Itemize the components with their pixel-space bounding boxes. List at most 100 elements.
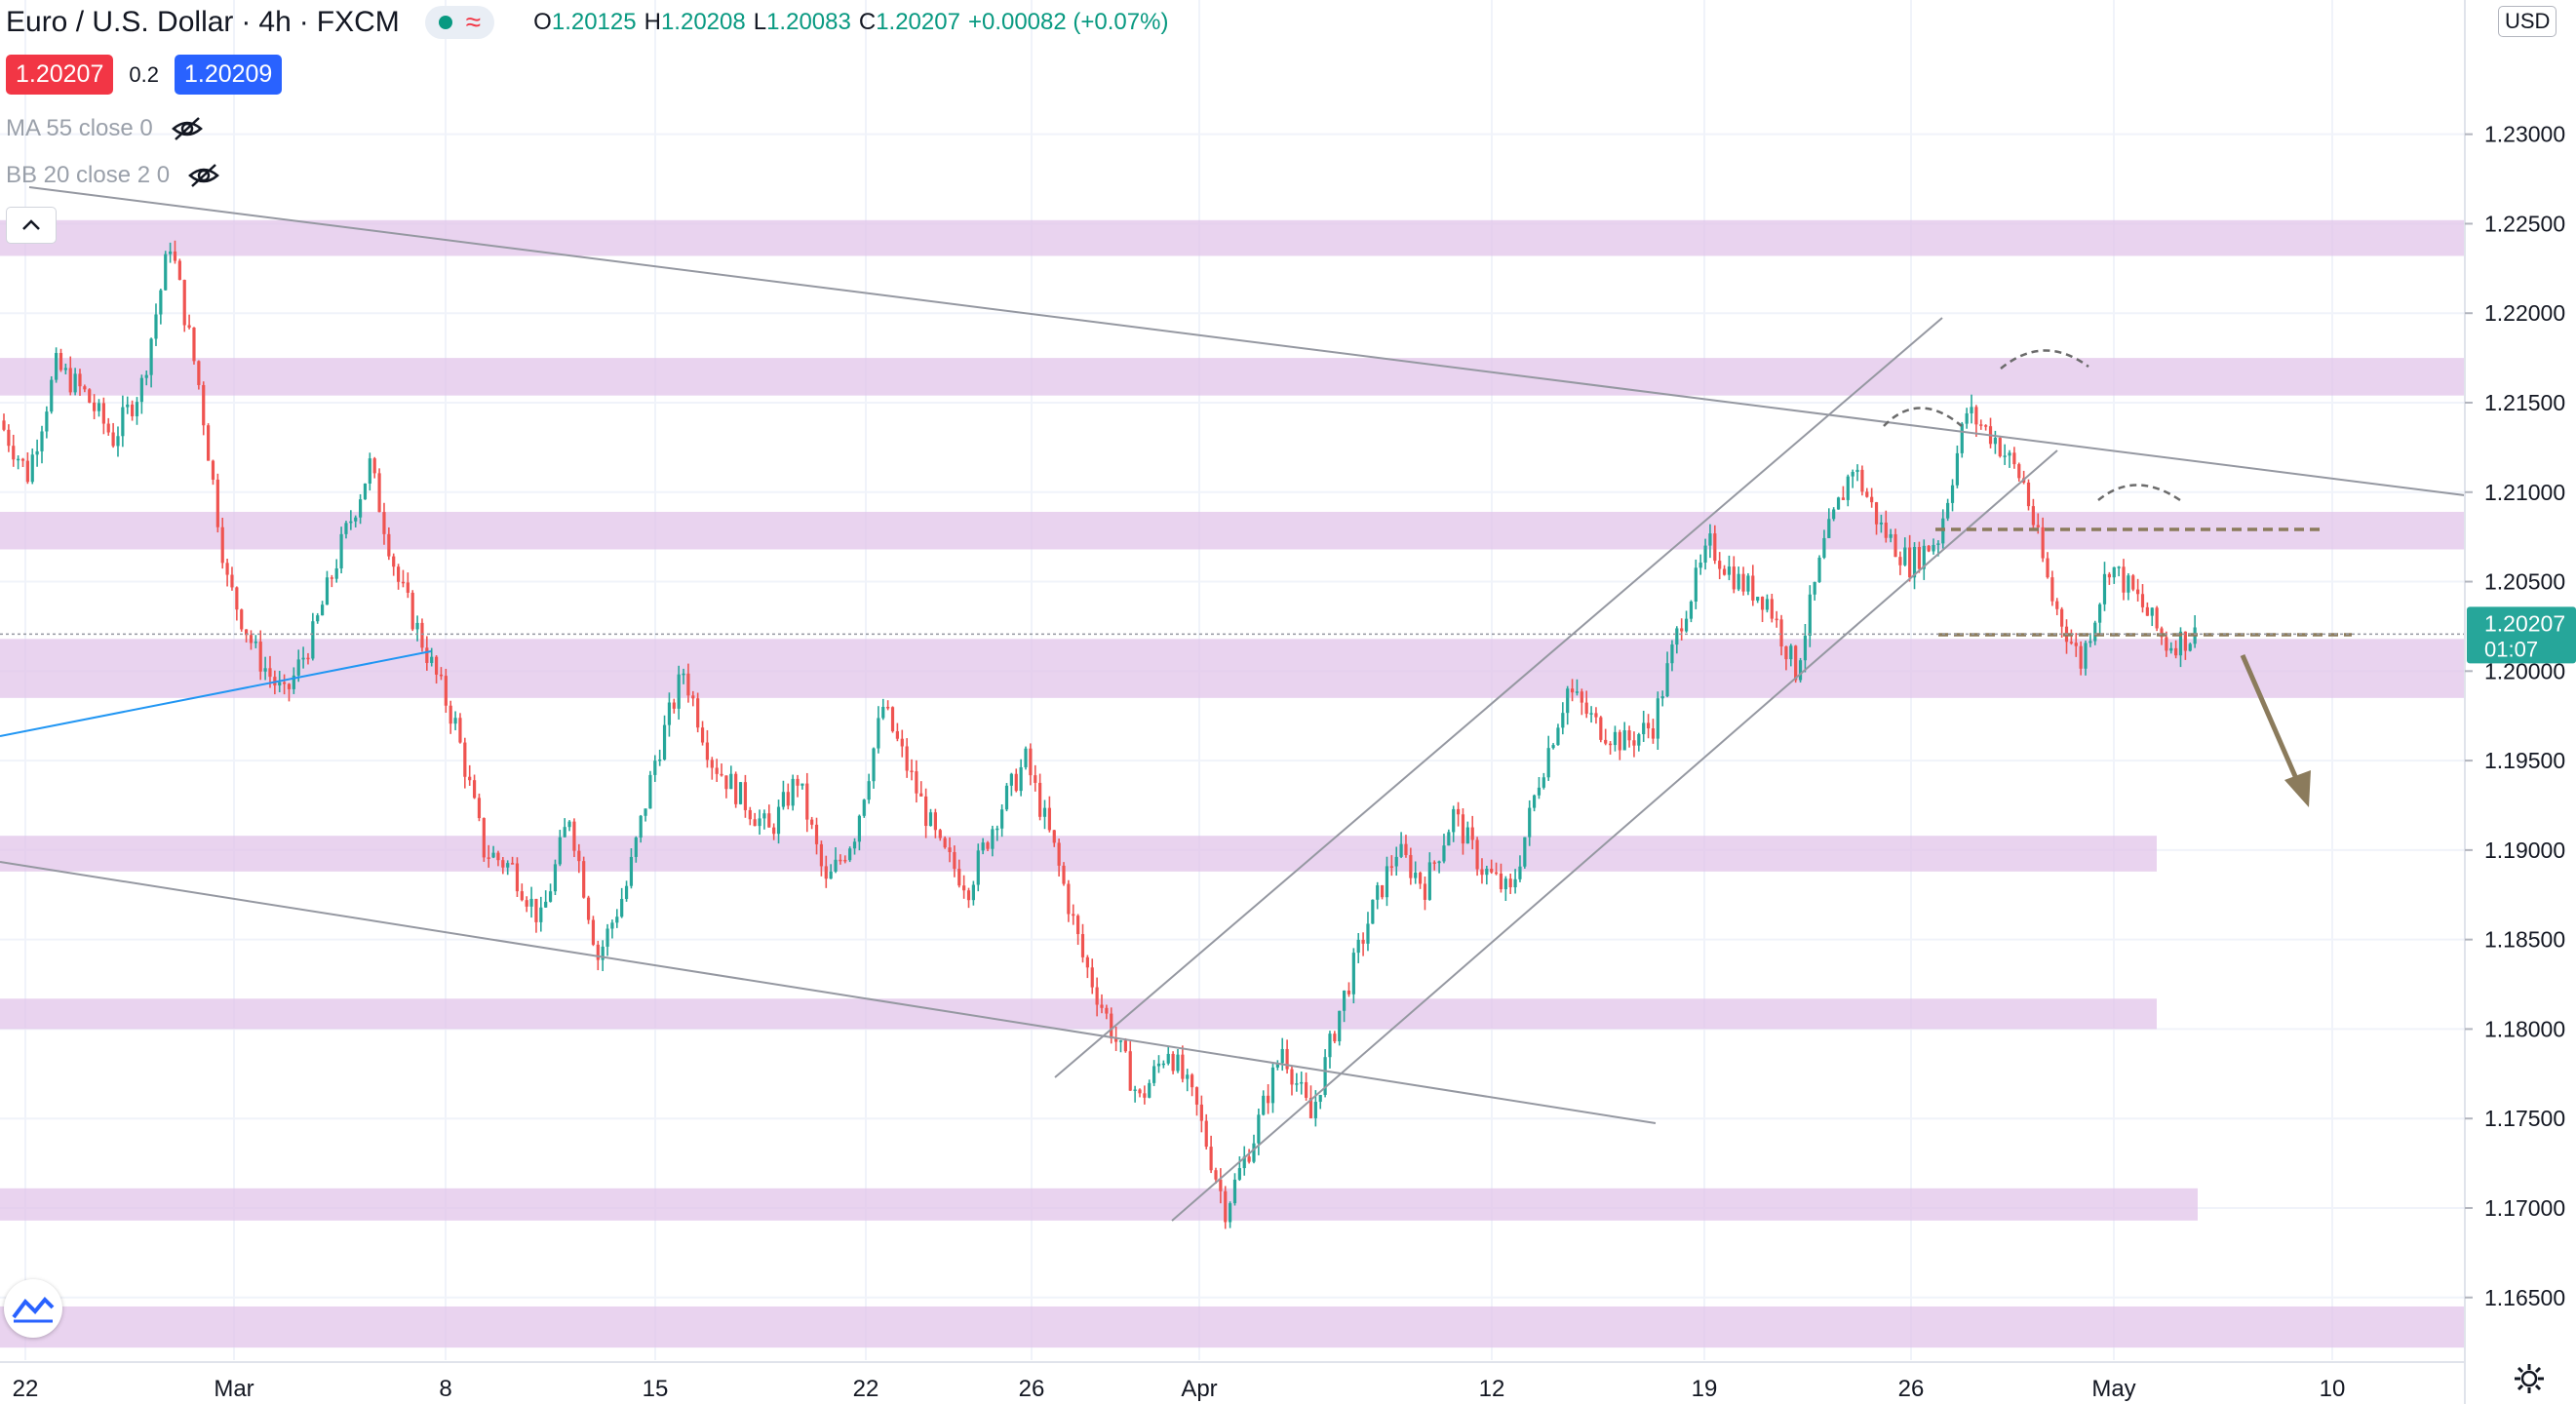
candle-body <box>20 458 25 461</box>
gear-icon[interactable] <box>2512 1361 2547 1396</box>
candle-body <box>2112 566 2116 578</box>
candle-body <box>45 411 49 432</box>
candle-body <box>586 897 591 920</box>
candle-body <box>796 778 800 786</box>
candle-body <box>667 702 672 725</box>
candle-body <box>1076 916 1080 935</box>
candle-body <box>1927 545 1931 552</box>
candle-body <box>1194 1087 1199 1105</box>
candle-body <box>834 859 838 872</box>
candle-body <box>610 922 614 929</box>
candle-body <box>767 813 771 828</box>
candle-body <box>596 944 600 960</box>
candle-body <box>824 866 828 879</box>
candle-body <box>1580 691 1583 703</box>
candle-body <box>1004 785 1009 810</box>
candle-body <box>434 656 439 675</box>
candle-body <box>1827 519 1831 538</box>
candle-body <box>1262 1095 1266 1115</box>
candle-body <box>1080 934 1085 957</box>
sell-button[interactable]: 1.20207 <box>6 55 114 95</box>
candle-body <box>629 856 634 886</box>
candle-body <box>491 852 495 858</box>
candle-body <box>2003 455 2007 457</box>
candle-body <box>301 657 305 660</box>
candle-body <box>686 673 690 696</box>
candle-body <box>468 776 472 781</box>
candle-body <box>1694 567 1698 602</box>
candle-body <box>1475 839 1479 870</box>
candle-body <box>1019 766 1023 792</box>
candle-body <box>1784 646 1788 660</box>
price-tick-label: 1.17000 <box>2484 1195 2565 1221</box>
candle-body <box>149 338 153 375</box>
candle-body <box>1313 1102 1317 1118</box>
candle-body <box>1932 544 1935 552</box>
candle-body <box>1756 597 1760 601</box>
indicator-ma[interactable]: MA 55 close 0 <box>6 115 204 142</box>
candle-body <box>1100 1004 1104 1008</box>
candle-body <box>111 432 115 447</box>
candle-body <box>1000 809 1004 829</box>
candle-body <box>501 860 505 868</box>
candle-body <box>743 782 748 810</box>
candle-body <box>862 800 866 816</box>
currency-badge[interactable]: USD <box>2498 6 2557 37</box>
indicator-bb[interactable]: BB 20 close 2 0 <box>6 162 220 189</box>
candle-body <box>1062 865 1066 884</box>
candle-body <box>173 251 177 261</box>
candle-body <box>720 773 723 776</box>
candle-body <box>1176 1054 1180 1072</box>
supply-demand-zone <box>0 1306 2465 1348</box>
candlestick-series <box>2 240 2197 1229</box>
candle-body <box>877 718 880 749</box>
symbol-title[interactable]: Euro / U.S. Dollar <box>6 6 234 38</box>
indicator-ma-label: MA 55 close 0 <box>6 115 153 141</box>
interval-label[interactable]: 4h <box>258 6 292 38</box>
projection-arrow-head <box>2284 770 2311 807</box>
bar-countdown-label: 01:07 <box>2484 637 2538 661</box>
candle-body <box>2140 594 2145 607</box>
open-value: 1.20125 <box>551 9 637 35</box>
candle-body <box>2012 452 2016 465</box>
market-status-pill[interactable]: ≈ <box>424 6 495 39</box>
candle-body <box>1038 782 1042 817</box>
collapse-legend-button[interactable] <box>6 207 57 244</box>
candle-body <box>207 425 211 461</box>
candle-body <box>1161 1063 1165 1066</box>
candle-body <box>1665 663 1669 697</box>
time-tick-label: 10 <box>2320 1376 2346 1402</box>
candle-body <box>772 827 776 835</box>
candle-body <box>1846 476 1850 500</box>
candle-body <box>924 796 928 827</box>
candle-body <box>981 842 985 851</box>
candle-body <box>738 782 743 804</box>
candle-body <box>1389 866 1393 868</box>
eye-off-icon[interactable] <box>187 163 220 188</box>
candle-body <box>933 812 937 831</box>
candle-body <box>1775 618 1778 621</box>
candle-body <box>553 864 558 892</box>
candle-body <box>258 642 262 672</box>
price-tick-label: 1.17500 <box>2484 1106 2565 1131</box>
candle-body <box>1442 845 1446 862</box>
candle-body <box>101 403 105 424</box>
candle-body <box>382 512 386 534</box>
candle-body <box>1110 1013 1113 1039</box>
candle-body <box>515 863 520 892</box>
tradingview-logo-icon[interactable] <box>4 1279 62 1338</box>
candle-body <box>919 793 923 797</box>
candle-body <box>1528 807 1532 838</box>
candle-body <box>1789 645 1793 660</box>
candle-body <box>943 838 947 848</box>
candle-body <box>1551 745 1555 749</box>
buy-button[interactable]: 1.20209 <box>174 55 283 95</box>
change-value: +0.00082 (+0.07%) <box>967 9 1169 35</box>
candle-body <box>106 423 110 433</box>
eye-off-icon[interactable] <box>171 116 204 141</box>
candle-body <box>7 429 11 447</box>
candle-body <box>1138 1089 1142 1094</box>
supply-demand-zone <box>0 1188 2198 1221</box>
candle-body <box>786 792 790 806</box>
